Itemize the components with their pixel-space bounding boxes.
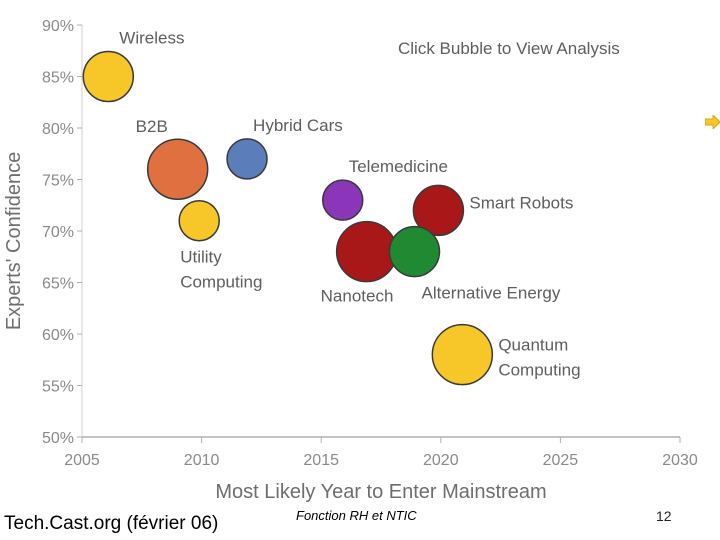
y-tick-label: 75% (42, 173, 74, 190)
y-tick-label: 70% (42, 224, 74, 241)
page-number: 12 (656, 508, 672, 524)
bubble-label-b2b: B2B (136, 117, 168, 136)
bubble-labels: Wireless B2B Hybrid Cars Utility Computing Te… (119, 29, 580, 380)
x-tick-label: 2020 (423, 452, 459, 469)
bubble-label-quantum-computing: Quantum Computing (498, 336, 580, 380)
next-slide-arrow-icon[interactable] (705, 115, 720, 129)
bubble-nanotech[interactable] (335, 220, 398, 283)
bubble-alternative-energy[interactable] (388, 225, 441, 278)
y-tick-label: 60% (42, 327, 74, 344)
bubble-label-nanotech: Nanotech (321, 287, 394, 306)
bubble-label-smart-robots: Smart Robots (469, 193, 573, 212)
y-axis-title: Experts' Confidence (3, 152, 25, 330)
y-tick-label: 90% (42, 18, 74, 35)
x-tick-label: 2025 (543, 452, 579, 469)
x-tick-label: 2030 (662, 452, 698, 469)
bubble-label-telemedicine: Telemedicine (349, 157, 448, 176)
bubble-hybrid-cars[interactable] (226, 138, 268, 180)
bubble-telemedicine[interactable] (321, 179, 364, 221)
x-axis-title: Most Likely Year to Enter Mainstream (215, 481, 546, 503)
chart-hint: Click Bubble to View Analysis (398, 39, 620, 58)
bubble-label-hybrid-cars: Hybrid Cars (253, 116, 343, 135)
bubble-smart-robots[interactable] (412, 184, 465, 237)
y-tick-label: 85% (42, 70, 74, 87)
footer-title: Fonction RH et NTIC (296, 508, 417, 523)
bubble-label-alternative-energy: Alternative Energy (421, 284, 560, 303)
y-tick-label: 80% (42, 121, 74, 138)
bubble-label-utility-computing: Utility Computing (180, 248, 262, 292)
x-tick-label: 2010 (184, 452, 220, 469)
bubbles (82, 50, 494, 386)
axes: 50% 55% 60% 65% 70% 75% 80% 85% 90% 2005 2010 2015 2… (42, 18, 698, 469)
bubble-quantum-computing[interactable] (431, 323, 494, 386)
bubble-utility-computing[interactable] (178, 199, 220, 242)
y-tick-label: 50% (42, 430, 74, 447)
y-tick-label: 55% (42, 379, 74, 396)
y-tick-label: 65% (42, 276, 74, 293)
bubble-b2b[interactable] (146, 138, 209, 200)
bubble-wireless[interactable] (82, 50, 135, 103)
x-tick-label: 2015 (303, 452, 339, 469)
bubble-label-wireless: Wireless (119, 29, 184, 48)
x-tick-label: 2005 (64, 452, 100, 469)
footer-source: Tech.Cast.org (février 06) (4, 513, 219, 534)
